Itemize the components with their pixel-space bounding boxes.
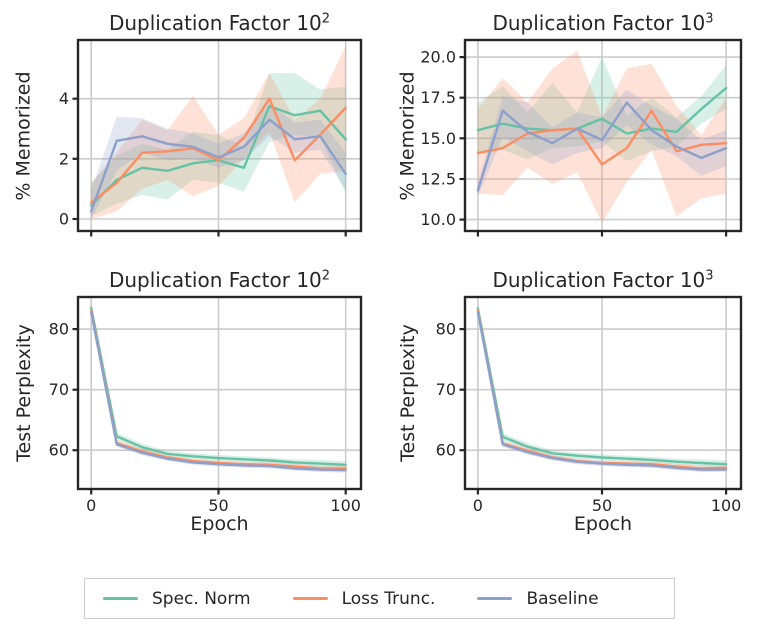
- chart-panel-perplexity-df1000: Duplication Factor 103 Test Perplexity 0…: [380, 257, 761, 549]
- plot-spine: [463, 295, 743, 491]
- chart-title: Duplication Factor 102: [78, 268, 361, 292]
- chart-title-exponent: 2: [321, 11, 331, 27]
- plot-spine: [76, 295, 363, 491]
- y-tick-label: 70: [436, 380, 456, 399]
- x-tick-label: 0: [473, 496, 483, 515]
- data-line-baseline: [89, 118, 347, 213]
- chart-title-text: Duplication Factor 10: [108, 268, 322, 292]
- y-tick-label: 80: [49, 320, 69, 339]
- y-tick-label: 0: [59, 210, 69, 229]
- plot-area: 0 50 100 60 70 80: [49, 295, 363, 515]
- data-line-spec_norm: [89, 306, 347, 467]
- confidence-band-baseline: [477, 89, 727, 197]
- legend-line-sample-baseline: [477, 597, 513, 600]
- chart-title: Duplication Factor 102: [78, 11, 361, 35]
- y-axis-label-wrap: Test Perplexity: [0, 297, 48, 489]
- confidence-band-spec_norm: [477, 57, 727, 162]
- chart-title-exponent: 3: [705, 11, 714, 27]
- plot-area: 0 2 4: [59, 38, 363, 237]
- data-line-spec_norm: [476, 307, 728, 466]
- y-tick-label: 17.5: [420, 88, 456, 107]
- chart-panel-memorized-df1000: Duplication Factor 103 % Memorized 10.0 1…: [380, 0, 761, 257]
- legend-entry: Spec. Norm: [103, 589, 251, 609]
- confidence-band-spec_norm: [91, 73, 346, 216]
- y-tick-label: 20.0: [420, 48, 456, 67]
- y-tick-label: 2: [59, 149, 69, 168]
- data-line-baseline: [476, 310, 728, 471]
- y-tick-label: 4: [59, 89, 69, 108]
- legend-label: Loss Trunc.: [341, 588, 436, 609]
- legend-label: Spec. Norm: [152, 588, 251, 609]
- plot-area: 10.0 12.5 15.0 17.5 20.0: [420, 38, 743, 237]
- y-axis-label: % Memorized: [397, 70, 419, 201]
- plot-spine: [463, 38, 743, 233]
- data-line-loss_trunc: [89, 97, 347, 204]
- y-tick-label: 80: [436, 320, 456, 339]
- x-tick-label: 50: [592, 496, 612, 515]
- x-axis-label: Epoch: [190, 513, 249, 535]
- x-tick-label: 100: [711, 496, 742, 515]
- legend-entry: Loss Trunc.: [292, 588, 436, 609]
- chart-title-text: Duplication Factor 10: [492, 11, 706, 35]
- y-tick-label: 70: [49, 380, 69, 399]
- y-axis-label-wrap: % Memorized: [0, 40, 48, 231]
- confidence-band-loss_trunc: [91, 46, 346, 219]
- y-axis-label: % Memorized: [13, 70, 35, 201]
- chart-panel-perplexity-df100: Duplication Factor 102 Test Perplexity 0…: [0, 257, 380, 549]
- y-axis-label-wrap: Test Perplexity: [388, 297, 428, 489]
- y-axis-label: Test Perplexity: [397, 324, 419, 462]
- chart-title-text: Duplication Factor 10: [108, 11, 322, 35]
- legend-entry: Baseline: [477, 588, 599, 609]
- confidence-band-loss_trunc: [477, 50, 727, 223]
- legend-line-sample-loss-trunc: [292, 597, 328, 600]
- chart-title-text: Duplication Factor 10: [492, 268, 706, 292]
- y-tick-label: 60: [49, 441, 69, 460]
- x-axis-label: Epoch: [573, 513, 633, 535]
- y-tick-label: 60: [436, 441, 456, 460]
- chart-title-exponent: 3: [705, 268, 714, 284]
- x-tick-label: 0: [86, 496, 96, 515]
- y-axis-label: Test Perplexity: [13, 324, 35, 462]
- plot-area: 0 50 100 60 70 80: [436, 295, 743, 515]
- legend-line-sample-spec-norm: [103, 597, 138, 600]
- x-tick-label: 50: [208, 496, 228, 515]
- legend: Spec. Norm Loss Trunc. Baseline: [84, 578, 675, 619]
- x-tick-label: 100: [330, 496, 361, 515]
- data-line-baseline: [476, 101, 728, 192]
- y-tick-label: 15.0: [420, 129, 456, 148]
- data-line-spec_norm: [476, 86, 728, 135]
- plot-spine: [76, 38, 363, 233]
- y-tick-label: 12.5: [420, 170, 456, 189]
- chart-title: Duplication Factor 103: [465, 11, 741, 35]
- legend-label: Baseline: [526, 588, 599, 609]
- chart-title: Duplication Factor 103: [465, 268, 741, 292]
- data-line-baseline: [89, 310, 347, 472]
- y-tick-label: 10.0: [420, 210, 456, 229]
- chart-title-exponent: 2: [321, 268, 331, 284]
